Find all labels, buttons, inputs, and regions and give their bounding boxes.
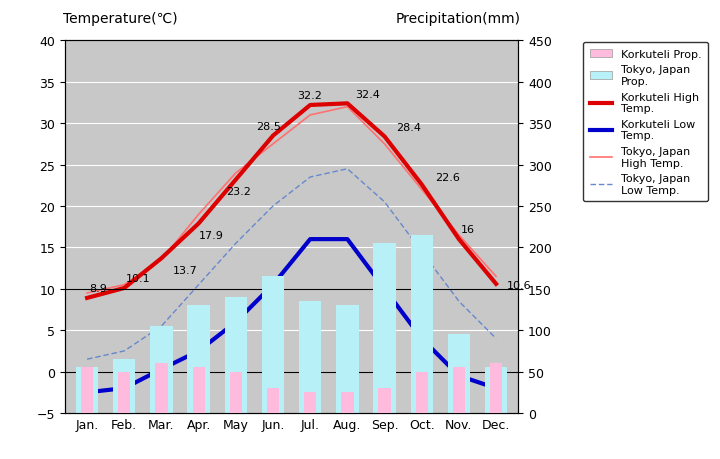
Bar	[448, 335, 470, 413]
Text: 13.7: 13.7	[173, 265, 197, 275]
Text: Precipitation(mm): Precipitation(mm)	[396, 12, 521, 27]
Text: 28.5: 28.5	[256, 122, 281, 132]
Bar	[187, 306, 210, 413]
Legend: Korkuteli Prop., Tokyo, Japan
Prop., Korkuteli High
Temp., Korkuteli Low
Temp., : Korkuteli Prop., Tokyo, Japan Prop., Kor…	[583, 43, 708, 202]
Bar	[113, 359, 135, 413]
Bar	[262, 277, 284, 413]
Bar	[490, 364, 503, 413]
Bar	[156, 364, 168, 413]
Bar	[81, 368, 94, 413]
Bar	[415, 372, 428, 413]
Text: 23.2: 23.2	[227, 187, 251, 197]
Bar	[453, 368, 465, 413]
Text: 10.6: 10.6	[508, 280, 532, 291]
Bar	[150, 326, 173, 413]
Text: 17.9: 17.9	[199, 231, 223, 241]
Text: 8.9: 8.9	[89, 284, 107, 294]
Text: 22.6: 22.6	[435, 173, 459, 183]
Bar	[374, 244, 396, 413]
Text: 10.1: 10.1	[126, 274, 150, 284]
Text: 16: 16	[461, 225, 474, 235]
Bar	[118, 372, 130, 413]
Bar	[304, 392, 316, 413]
Bar	[230, 372, 242, 413]
Bar	[485, 368, 508, 413]
Text: 28.4: 28.4	[396, 123, 420, 133]
Bar	[341, 392, 354, 413]
Bar	[336, 306, 359, 413]
Text: 32.4: 32.4	[355, 90, 379, 100]
Text: 32.2: 32.2	[297, 91, 322, 101]
Bar	[410, 235, 433, 413]
Bar	[76, 368, 98, 413]
Bar	[192, 368, 204, 413]
Bar	[225, 297, 247, 413]
Bar	[267, 388, 279, 413]
Text: Temperature(℃): Temperature(℃)	[63, 12, 177, 27]
Bar	[299, 302, 321, 413]
Bar	[379, 388, 391, 413]
